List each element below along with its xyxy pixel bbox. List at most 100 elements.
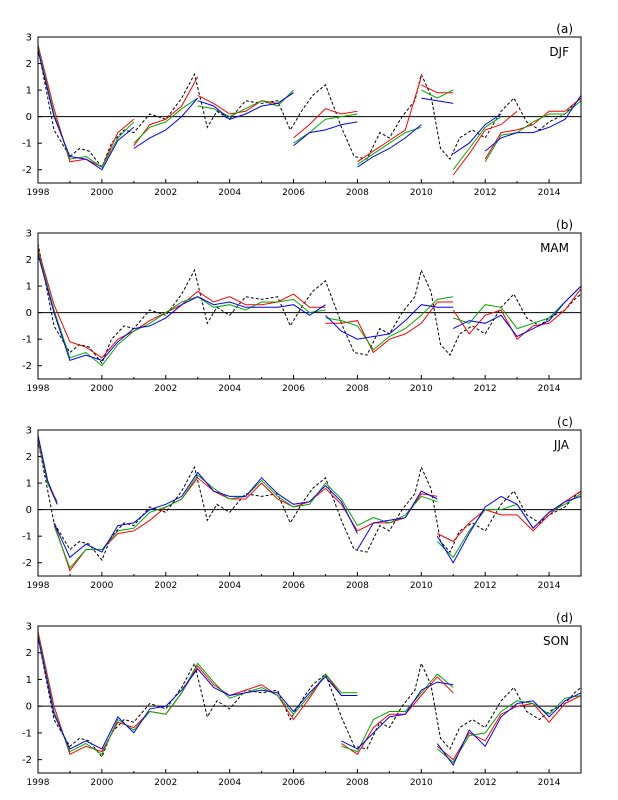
y-tick-label: 2 [26,452,32,463]
series-2-segment [453,285,582,330]
observed-line [37,243,582,365]
series-1-segment [452,288,582,340]
x-tick-label: 2006 [282,581,305,591]
y-tick-label: 1 [26,86,32,97]
x-tick-label: 2008 [346,778,369,788]
season-label: DJF [549,45,569,59]
series-1-segment [341,676,454,756]
series-3-segment [37,435,58,505]
x-tick-label: 2006 [282,188,305,198]
x-tick-label: 2014 [538,581,561,591]
x-tick-label: 2004 [218,581,241,591]
series-2-segment [357,126,422,165]
series-3-segment [37,254,326,362]
x-tick-label: 2004 [218,188,241,198]
x-tick-label: 1998 [27,384,50,394]
series-2-segment [325,296,454,351]
series-3-segment [53,471,358,559]
series-2-segment [53,474,358,569]
x-tick-label: 2010 [410,188,433,198]
season-label: JJA [553,438,570,452]
chart-panel: -2 -1 0 1 2 3 1998 2000 2002 2004 2006 2008 2010 2012… [22,611,582,788]
x-tick-label: 2002 [154,778,177,788]
plot-frame [37,625,582,774]
x-tick-label: 2006 [282,384,305,394]
series-1-segment [452,110,518,176]
y-tick-label: -1 [22,139,32,150]
x-tick-label: 2004 [218,778,241,788]
series-2-segment [436,695,582,764]
series-3-segment [197,92,294,120]
series-3-segment [357,124,422,168]
y-tick-label: 3 [26,229,32,240]
y-tick-label: 3 [26,622,32,633]
series-1-segment [436,695,582,761]
series-1-segment [421,84,454,94]
y-tick-label: 3 [26,33,32,44]
series-3-segment [484,95,582,152]
plot-frame [37,429,582,577]
y-tick-label: 2 [26,59,32,70]
observed-line [37,440,582,562]
y-tick-label: 2 [26,255,32,266]
observed-line [37,636,582,758]
series-3-segment [356,490,438,550]
series-3-segment [452,113,502,155]
series-1-segment [293,108,358,139]
x-tick-label: 2010 [410,384,433,394]
series-1-segment [37,248,326,359]
x-tick-label: 2014 [538,778,561,788]
observed-line [37,47,582,169]
series-2-segment [452,116,502,171]
x-tick-label: 2002 [154,384,177,394]
series-2-segment [357,495,438,527]
panel-label: (b) [556,218,573,232]
x-tick-label: 1998 [27,581,50,591]
series-3-segment [37,636,358,750]
series-1-segment [357,493,438,532]
y-tick-label: 1 [26,675,32,686]
series-3-segment [436,495,582,564]
x-tick-label: 2012 [474,778,497,788]
y-tick-label: 1 [26,479,32,490]
panel-label: (c) [557,415,573,429]
x-tick-label: 2000 [90,384,113,394]
x-tick-label: 2008 [346,188,369,198]
panel-label: (d) [556,611,573,625]
x-tick-label: 1998 [27,778,50,788]
chart-panel: -2 -1 0 1 2 3 1998 2000 2002 2004 2006 2008 2010 2012… [22,22,582,198]
x-tick-label: 2006 [282,778,305,788]
y-tick-label: 0 [26,112,32,123]
x-tick-label: 2008 [346,581,369,591]
plot-frame [37,36,582,184]
y-tick-label: -1 [22,532,32,543]
x-tick-label: 2002 [154,581,177,591]
y-tick-label: 0 [26,702,32,713]
y-tick-label: 1 [26,282,32,293]
chart-panel: -2 -1 0 1 2 3 1998 2000 2002 2004 2006 2008 2010 2012… [22,415,582,591]
series-3-segment [325,304,454,340]
series-2-segment [197,89,294,118]
x-tick-label: 2014 [538,188,561,198]
y-tick-label: -2 [22,558,32,569]
season-label: MAM [540,241,569,255]
y-tick-label: 3 [26,426,32,437]
series-3-segment [452,285,582,338]
panel-label: (a) [556,22,573,36]
y-tick-label: -2 [22,755,32,766]
series-2-segment [421,89,454,99]
series-3-segment [421,97,454,104]
series-2-segment [37,633,358,756]
series-1-segment [357,76,422,163]
x-tick-label: 2000 [90,778,113,788]
y-tick-label: -1 [22,335,32,346]
series-3-segment [293,121,358,147]
x-tick-label: 2012 [474,581,497,591]
x-tick-label: 2004 [218,384,241,394]
x-tick-label: 2012 [474,384,497,394]
series-3-segment [341,681,454,750]
series-3-segment [133,97,199,149]
x-tick-label: 2002 [154,188,177,198]
series-2-segment [484,100,582,163]
series-1-segment [53,477,358,572]
